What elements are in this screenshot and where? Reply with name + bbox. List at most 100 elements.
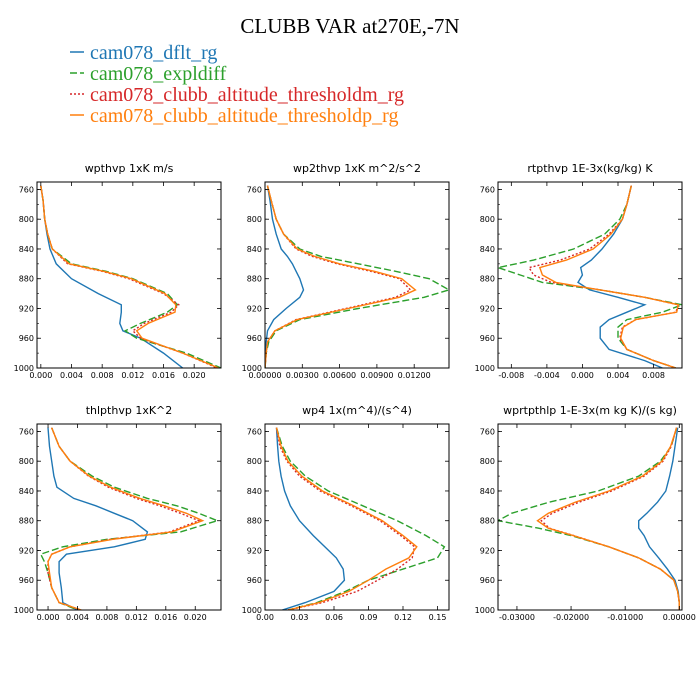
series-group <box>40 185 221 368</box>
plot-frame <box>36 181 222 369</box>
subplot: wprtpthlp 1-E-3x(m kg K)/(s kg) 760 800 840… <box>475 404 696 622</box>
x-tick-label: -0.004 <box>534 371 560 380</box>
y-tick-label: 920 <box>19 304 34 313</box>
plot-frame <box>497 423 683 611</box>
y-tick-label: 840 <box>19 245 34 254</box>
series-line <box>40 185 219 368</box>
y-tick-label: 840 <box>480 487 495 496</box>
series-line <box>536 427 680 610</box>
y-tick-label: 920 <box>247 546 262 555</box>
series-line <box>40 185 184 368</box>
x-tick-label: 0.020 <box>184 613 207 622</box>
x-tick-label: -0.008 <box>498 371 524 380</box>
y-tick-label: 920 <box>247 304 262 313</box>
y-tick-label: 800 <box>480 457 495 466</box>
series-line <box>638 427 680 610</box>
series-line <box>498 427 680 610</box>
x-tick-label: 0.03 <box>291 613 309 622</box>
series-line <box>275 427 418 610</box>
x-tick-label: 0.15 <box>429 613 447 622</box>
y-tick-label: 800 <box>247 457 262 466</box>
y-tick-label: 920 <box>480 304 495 313</box>
plot-frame <box>497 181 683 369</box>
x-tick-label: 0.000 <box>29 371 52 380</box>
y-tick-label: 1000 <box>242 606 262 615</box>
y-tick-label: 1000 <box>475 606 495 615</box>
series-line <box>265 185 417 368</box>
x-tick-label: 0.012 <box>125 613 148 622</box>
subplot: wpthvp 1xK m/s76080084088092096010000.00… <box>14 162 222 380</box>
series-line <box>265 185 449 368</box>
y-tick-label: 1000 <box>14 364 34 373</box>
y-tick-label: 880 <box>19 517 34 526</box>
y-tick-label: 960 <box>19 576 34 585</box>
x-tick-label: 0.00900 <box>360 371 393 380</box>
series-line <box>265 185 412 368</box>
x-tick-label: 0.00000 <box>663 613 696 622</box>
y-tick-label: 760 <box>247 185 262 194</box>
series-line <box>498 185 682 368</box>
y-tick-label: 800 <box>247 215 262 224</box>
x-tick-label: 0.004 <box>66 613 89 622</box>
y-tick-label: 960 <box>247 334 262 343</box>
subplot: wp4 1x(m^4)/(s^4)76080084088092096010000… <box>242 404 450 622</box>
legend-label: cam078_clubb_altitude_thresholdm_rg <box>90 84 404 106</box>
y-tick-label: 760 <box>480 427 495 436</box>
y-tick-label: 1000 <box>14 606 34 615</box>
series-line <box>40 185 218 368</box>
y-tick-label: 880 <box>480 275 495 284</box>
x-tick-label: 0.008 <box>642 371 665 380</box>
x-tick-label: 0.000 <box>37 613 60 622</box>
subplot-title: thlpthvp 1xK^2 <box>86 404 173 417</box>
x-tick-label: 0.000 <box>571 371 594 380</box>
series-line <box>538 185 680 368</box>
y-tick-label: 760 <box>19 427 34 436</box>
y-tick-label: 760 <box>480 185 495 194</box>
plot-frame <box>264 181 450 369</box>
series-line <box>577 185 663 368</box>
x-tick-label: 0.06 <box>325 613 343 622</box>
legend-label: cam078_clubb_altitude_thresholdp_rg <box>90 105 398 127</box>
y-tick-label: 800 <box>19 457 34 466</box>
x-tick-label: 0.00300 <box>286 371 319 380</box>
x-tick-label: 0.004 <box>60 371 83 380</box>
x-tick-label: -0.03000 <box>499 613 535 622</box>
series-line <box>47 427 149 610</box>
legend-label: cam078_expldiff <box>90 63 227 85</box>
y-tick-label: 840 <box>247 487 262 496</box>
y-tick-label: 960 <box>19 334 34 343</box>
y-tick-label: 880 <box>247 275 262 284</box>
y-tick-label: 880 <box>480 517 495 526</box>
series-group <box>498 185 682 368</box>
x-tick-label: 0.020 <box>183 371 206 380</box>
subplot: wp2thvp 1xK m^2/s^2 760 800 840 880 920 960 100… <box>242 162 450 380</box>
legend-label: cam078_dflt_rg <box>90 42 217 64</box>
x-tick-label: 0.016 <box>154 613 177 622</box>
series-group <box>265 185 449 368</box>
series-line <box>39 427 220 610</box>
y-tick-label: 840 <box>247 245 262 254</box>
panels: wpthvp 1xK m/s76080084088092096010000.00… <box>14 162 696 622</box>
y-tick-label: 760 <box>19 185 34 194</box>
x-tick-label: 0.012 <box>121 371 144 380</box>
subplot-title: wp4 1x(m^4)/(s^4) <box>302 404 412 417</box>
legend-item: cam078_expldiff <box>70 63 227 85</box>
series-line <box>47 427 205 610</box>
y-tick-label: 840 <box>19 487 34 496</box>
x-tick-label: 0.00600 <box>323 371 356 380</box>
y-tick-label: 840 <box>480 245 495 254</box>
y-tick-label: 920 <box>480 546 495 555</box>
series-line <box>275 427 446 610</box>
subplot: thlpthvp 1xK^276080084088092096010000.00… <box>14 404 222 622</box>
series-group <box>39 427 220 610</box>
y-tick-label: 1000 <box>475 364 495 373</box>
y-tick-label: 800 <box>480 215 495 224</box>
plot-frame <box>36 423 222 611</box>
x-tick-label: 0.09 <box>360 613 378 622</box>
series-group <box>275 427 446 610</box>
series-line <box>47 427 201 610</box>
plot-frame <box>264 423 450 611</box>
y-tick-label: 960 <box>480 576 495 585</box>
figure-title: CLUBB VAR at270E,-7N <box>240 14 459 38</box>
